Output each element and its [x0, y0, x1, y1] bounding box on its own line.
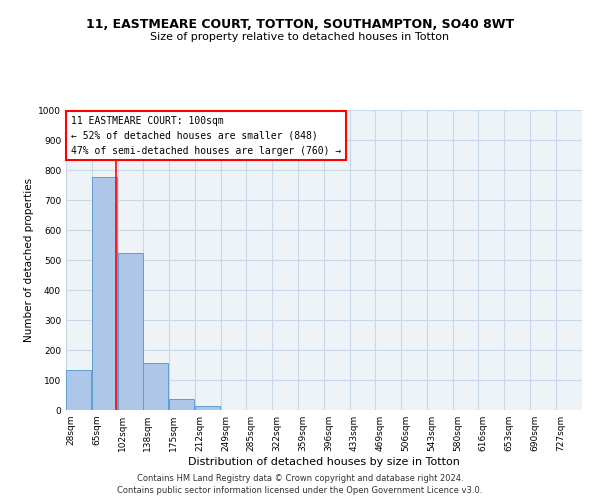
Text: 11 EASTMEARE COURT: 100sqm
← 52% of detached houses are smaller (848)
47% of sem: 11 EASTMEARE COURT: 100sqm ← 52% of deta… — [71, 116, 341, 156]
Bar — [118, 253, 143, 410]
Bar — [169, 399, 194, 410]
Text: Contains HM Land Registry data © Crown copyright and database right 2024.
Contai: Contains HM Land Registry data © Crown c… — [118, 474, 482, 495]
Bar — [143, 362, 168, 410]
X-axis label: Distribution of detached houses by size in Totton: Distribution of detached houses by size … — [188, 457, 460, 467]
Bar — [66, 370, 91, 410]
Y-axis label: Number of detached properties: Number of detached properties — [24, 178, 34, 342]
Text: 11, EASTMEARE COURT, TOTTON, SOUTHAMPTON, SO40 8WT: 11, EASTMEARE COURT, TOTTON, SOUTHAMPTON… — [86, 18, 514, 30]
Bar — [195, 406, 220, 410]
Text: Size of property relative to detached houses in Totton: Size of property relative to detached ho… — [151, 32, 449, 42]
Bar — [92, 176, 117, 410]
